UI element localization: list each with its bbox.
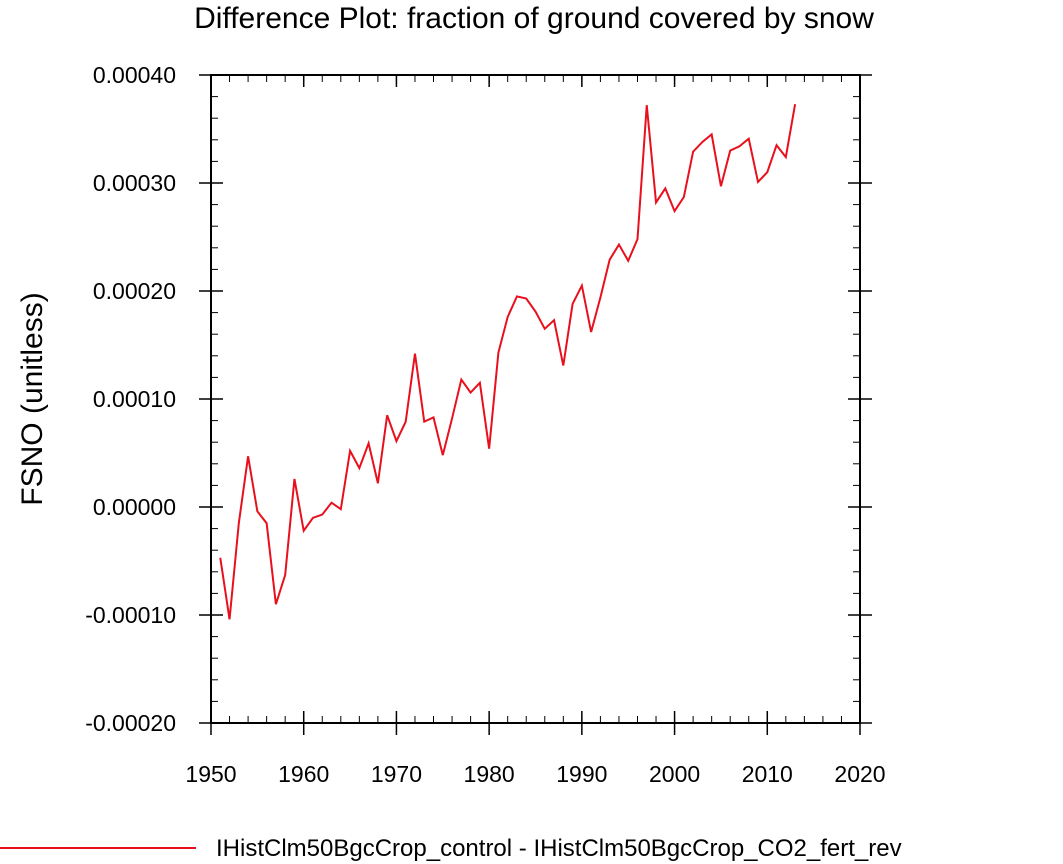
- x-tick-label: 2010: [742, 761, 793, 787]
- y-tick-label: 0.00000: [93, 494, 176, 520]
- x-tick-label: 1980: [464, 761, 515, 787]
- ticks-layer: [199, 74, 872, 735]
- y-tick-label: -0.00020: [85, 710, 176, 736]
- chart-title: Difference Plot: fraction of ground cove…: [194, 2, 874, 35]
- y-tick-label: -0.00010: [85, 602, 176, 628]
- legend: IHistClm50BgcCrop_control - IHistClm50Bg…: [0, 835, 902, 862]
- x-tick-label: 1970: [371, 761, 422, 787]
- x-tick-label: 1960: [278, 761, 329, 787]
- x-tick-label: 2020: [834, 761, 885, 787]
- series-layer: [219, 103, 797, 620]
- tick-labels-layer: 1950 1960 1970 1980 1990 2000 2010 2020 -0.00020…: [85, 62, 885, 787]
- y-tick-label: 0.00040: [93, 62, 176, 88]
- y-axis-label: FSNO (unitless): [16, 292, 49, 505]
- x-tick-label: 1990: [556, 761, 607, 787]
- plot-frame: [210, 74, 861, 724]
- y-tick-label: 0.00030: [93, 170, 176, 196]
- x-tick-label: 2000: [649, 761, 700, 787]
- legend-entry-label: IHistClm50BgcCrop_control - IHistClm50Bg…: [216, 835, 902, 862]
- series-line: [219, 103, 797, 620]
- y-tick-label: 0.00020: [93, 278, 176, 304]
- y-tick-label: 0.00010: [93, 386, 176, 412]
- x-tick-label: 1950: [185, 761, 236, 787]
